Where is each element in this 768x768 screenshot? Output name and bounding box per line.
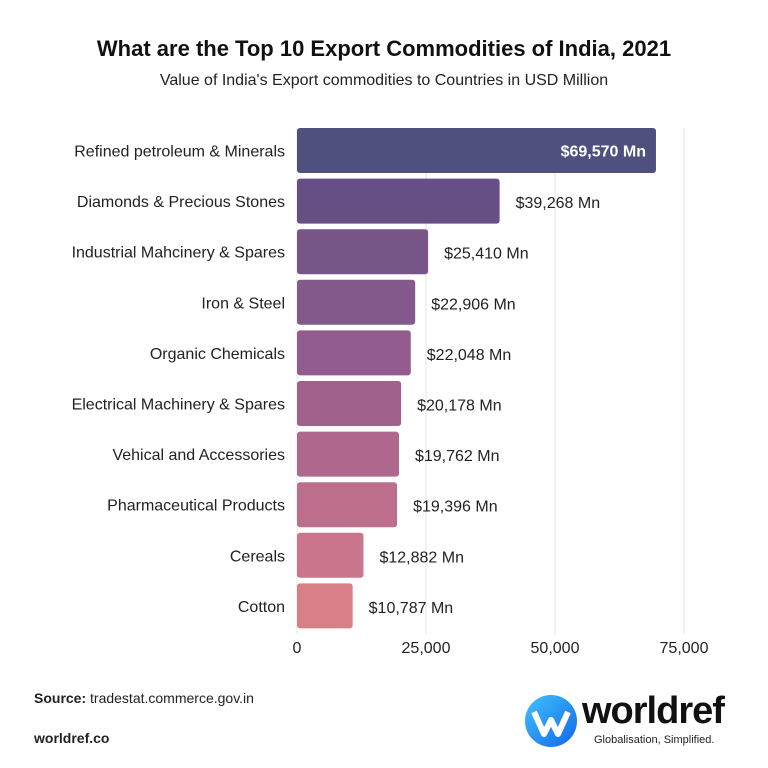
category-label: Cotton <box>238 599 285 616</box>
bar <box>297 279 416 325</box>
x-tick-label: 25,000 <box>402 640 451 657</box>
source-label: Source: <box>34 690 87 706</box>
category-label: Industrial Mahcinery & Spares <box>72 245 285 262</box>
bar <box>297 128 656 173</box>
category-label: Vehical and Accessories <box>112 447 285 464</box>
bar <box>297 178 500 224</box>
chart-title: What are the Top 10 Export Commodities o… <box>96 36 672 61</box>
x-tick-label: 75,000 <box>660 640 709 657</box>
x-tick-label: 50,000 <box>531 640 580 657</box>
data-label: $39,268 Mn <box>516 195 601 212</box>
category-label: Organic Chemicals <box>150 346 285 363</box>
bar <box>297 330 411 376</box>
source-text: tradestat.commerce.gov.in <box>90 690 254 706</box>
data-label: $12,882 Mn <box>379 549 464 566</box>
bar <box>297 482 398 528</box>
worldref-logo: worldref Globalisation, Simplified. <box>524 690 744 750</box>
source-line: Source: tradestat.commerce.gov.in <box>34 690 254 706</box>
bar <box>297 532 364 578</box>
logo-wordmark: worldref <box>582 690 725 732</box>
bar <box>297 381 402 426</box>
data-label: $19,396 Mn <box>413 499 498 516</box>
site-url: worldref.co <box>34 730 110 746</box>
data-label: $10,787 Mn <box>369 600 454 617</box>
logo-tagline: Globalisation, Simplified. <box>594 734 715 746</box>
bar <box>297 583 353 629</box>
data-label: $22,906 Mn <box>431 296 516 313</box>
category-label: Iron & Steel <box>201 295 285 312</box>
data-label: $22,048 Mn <box>427 347 512 364</box>
data-label: $20,178 Mn <box>417 398 502 415</box>
category-label: Diamonds & Precious Stones <box>77 194 285 211</box>
data-label: $25,410 Mn <box>444 246 529 263</box>
chart-subtitle: Value of India's Export commodities to C… <box>159 72 609 89</box>
data-label: $69,570 Mn <box>561 144 646 161</box>
x-tick-label: 0 <box>293 640 302 657</box>
category-label: Cereals <box>230 548 285 565</box>
bar <box>297 431 399 477</box>
category-label: Electrical Machinery & Spares <box>72 397 285 414</box>
bar <box>297 229 429 275</box>
data-label: $19,762 Mn <box>415 448 500 465</box>
worldref-logo-icon <box>525 695 577 747</box>
category-label: Refined petroleum & Minerals <box>74 144 285 161</box>
category-label: Pharmaceutical Products <box>107 498 285 515</box>
